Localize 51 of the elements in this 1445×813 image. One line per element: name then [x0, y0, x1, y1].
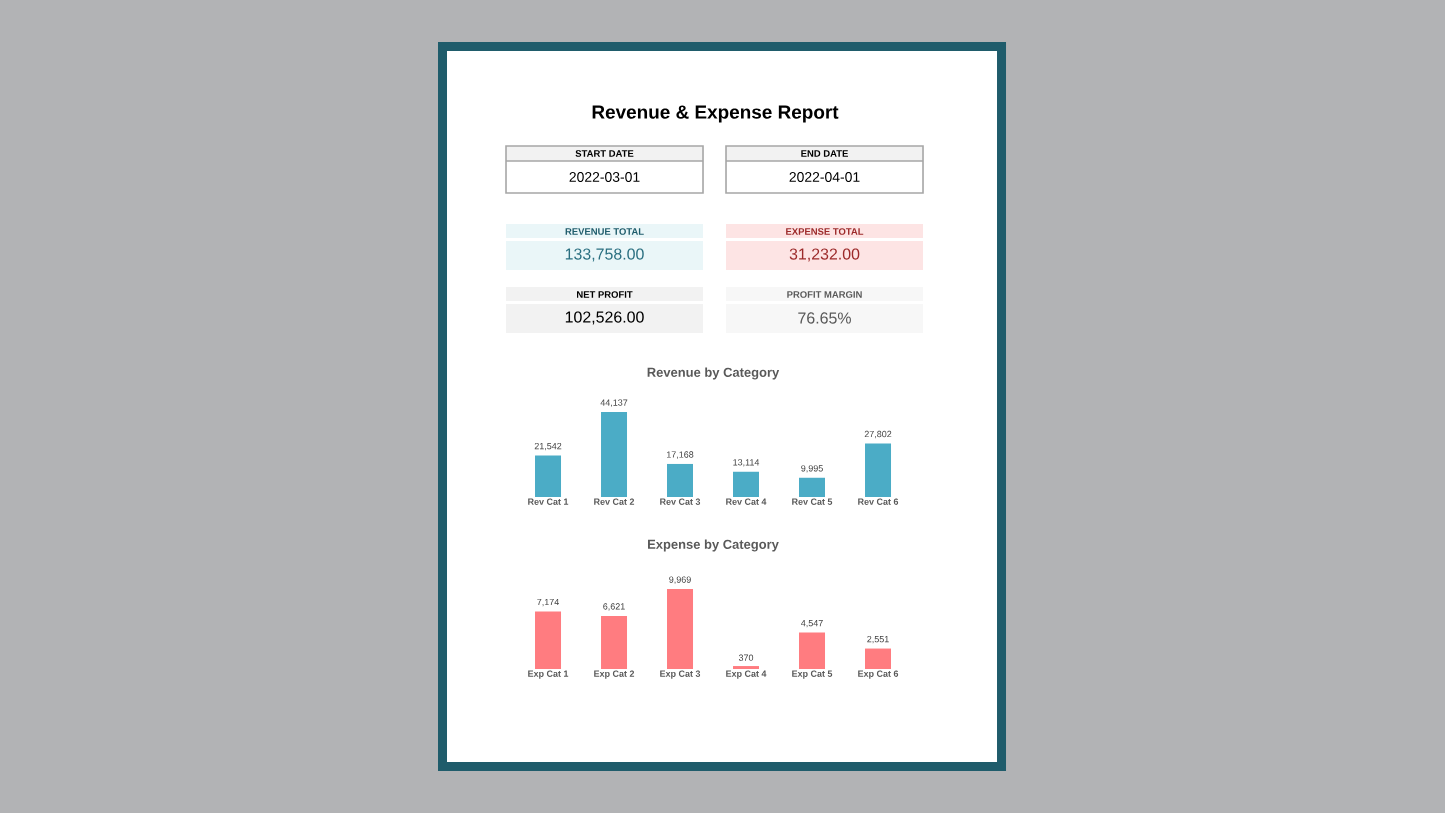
data-label: 13,114 [733, 459, 760, 467]
x-tick-label: Rev Cat 6 [858, 498, 899, 505]
x-tick-label: Rev Cat 2 [594, 498, 635, 505]
x-tick-label: Rev Cat 5 [792, 498, 833, 505]
data-label: 9,995 [801, 465, 823, 473]
bar [601, 615, 628, 670]
x-tick-label: Rev Cat 4 [726, 498, 767, 505]
text: PROFIT MARGIN [787, 291, 862, 298]
bar [601, 412, 628, 498]
text: 2022-04-01 [789, 172, 860, 182]
x-tick-label: Exp Cat 5 [792, 670, 833, 679]
bar [733, 666, 760, 670]
data-label: 9,969 [669, 576, 691, 584]
text: START DATE [575, 150, 634, 157]
data-label: 370 [738, 654, 754, 661]
data-label: 4,547 [801, 620, 823, 628]
bar [667, 463, 694, 498]
data-label: 2,551 [867, 635, 889, 644]
text: 31,232.00 [789, 248, 860, 262]
x-tick-label: Exp Cat 2 [594, 670, 635, 679]
text: NET PROFIT [577, 291, 633, 298]
text: REVENUE TOTAL [565, 228, 644, 235]
data-label: 6,621 [603, 603, 625, 611]
bar [733, 471, 760, 498]
text: 102,526.00 [565, 311, 644, 325]
data-label: 21,542 [534, 442, 562, 451]
bar [865, 443, 892, 498]
text: Revenue & Expense Report [592, 105, 839, 123]
x-tick-label: Exp Cat 1 [528, 670, 569, 679]
x-tick-label: Exp Cat 4 [726, 670, 767, 679]
chart-title: Revenue by Category [647, 367, 780, 380]
bar [667, 589, 694, 670]
bar [535, 611, 562, 670]
bar [865, 648, 892, 670]
text: 2022-03-01 [569, 172, 640, 182]
data-label: 17,168 [666, 451, 694, 459]
data-label: 7,174 [537, 598, 559, 607]
bar [799, 477, 826, 498]
text: EXPENSE TOTAL [786, 228, 864, 235]
chart-title: Expense by Category [648, 539, 779, 552]
bar [535, 455, 562, 498]
x-tick-label: Rev Cat 1 [528, 498, 569, 505]
x-tick-label: Exp Cat 3 [660, 670, 701, 679]
text: END DATE [801, 150, 848, 157]
x-tick-label: Rev Cat 3 [660, 498, 701, 505]
x-tick-label: Exp Cat 6 [858, 670, 899, 679]
text: 76.65% [798, 312, 851, 324]
data-label: 27,802 [864, 430, 892, 439]
bar [799, 632, 826, 670]
text: 133,758.00 [565, 248, 644, 262]
data-label: 44,137 [600, 399, 628, 407]
